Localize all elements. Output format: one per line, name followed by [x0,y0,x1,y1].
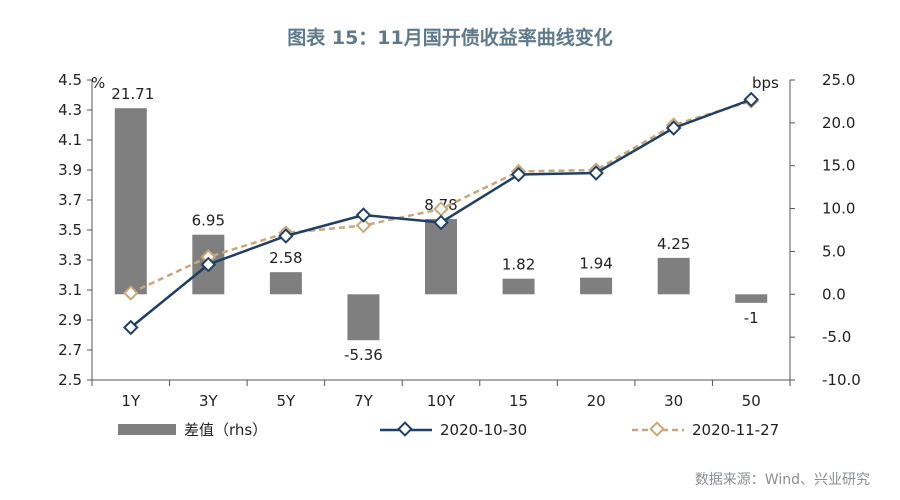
right-tick-label: 25.0 [822,71,855,89]
line-marker [665,120,682,136]
diff-bar [735,294,768,303]
left-tick-label: 2.5 [58,371,82,389]
left-tick-label: 3.3 [58,251,82,269]
x-tick-label: 3Y [199,392,219,410]
left-tick-label: 4.3 [58,101,82,119]
bar-data-label: 4.25 [657,235,690,253]
line-marker [588,165,604,181]
legend-line2-marker [649,421,665,437]
x-tick-label: 10Y [427,392,456,410]
source-note: 数据来源：Wind、兴业研究 [695,472,870,488]
bar-data-label: 21.71 [111,85,154,103]
bar-data-label: -5.36 [344,346,383,364]
legend-line2-label: 2020-11-27 [692,421,779,439]
x-tick-label: 5Y [277,392,297,410]
line-marker [433,201,449,217]
bar-data-label: 1.94 [579,255,612,273]
line-marker [510,166,527,183]
chart-title: 图表 15：11月国开债收益率曲线变化 [287,26,613,49]
x-tick-label: 50 [742,392,761,410]
bar-data-label: 1.82 [502,256,535,274]
left-axis-unit: % [91,74,105,92]
line-marker [743,91,760,108]
diff-bar [114,108,147,295]
left-tick-label: 4.1 [58,131,82,149]
diff-bar [580,277,613,295]
line-marker [433,214,449,231]
left-tick-label: 3.7 [58,191,82,209]
right-tick-label: 10.0 [822,200,855,218]
legend-line1-label: 2020-10-30 [440,421,527,439]
bar-data-label: 6.95 [192,212,225,230]
right-tick-label: 20.0 [822,114,855,132]
line-marker [278,228,294,244]
line-marker [355,217,372,234]
line-marker [355,207,372,223]
left-tick-label: 2.7 [58,341,82,359]
legend-bar-label: 差值（rhs） [184,421,267,439]
legend-line1-marker [397,421,413,437]
x-tick-label: 15 [509,392,528,410]
left-tick-label: 2.9 [58,311,82,329]
diff-bar [269,272,302,295]
plot-area: 2.52.72.93.13.33.53.73.94.14.34.5-10.0-5… [58,71,861,410]
diff-bar [425,219,457,295]
line-marker [200,256,217,273]
left-tick-label: 3.9 [58,161,82,179]
diff-bar [657,257,690,295]
legend: 差值（rhs） 2020-10-30 2020-11-27 [118,421,779,439]
right-tick-label: 0.0 [822,285,846,303]
x-tick-label: 30 [664,392,683,410]
x-tick-label: 7Y [354,392,374,410]
x-tick-label: 20 [587,392,606,410]
right-axis-unit: bps [752,74,779,92]
legend-bar-swatch [118,424,176,435]
bar-data-label: -1 [744,309,759,327]
x-tick-label: 1Y [121,392,141,410]
diff-bar [502,278,535,295]
line-marker [122,285,139,301]
left-tick-label: 4.5 [58,71,82,89]
right-tick-label: 5.0 [822,242,846,260]
bar-data-label: 2.58 [269,249,302,267]
line-marker [122,319,139,336]
left-tick-label: 3.1 [58,281,82,299]
diff-bar [347,294,380,341]
left-tick-label: 3.5 [58,221,82,239]
right-tick-label: 15.0 [822,157,855,175]
right-tick-label: -10.0 [822,371,861,389]
right-tick-label: -5.0 [822,328,851,346]
